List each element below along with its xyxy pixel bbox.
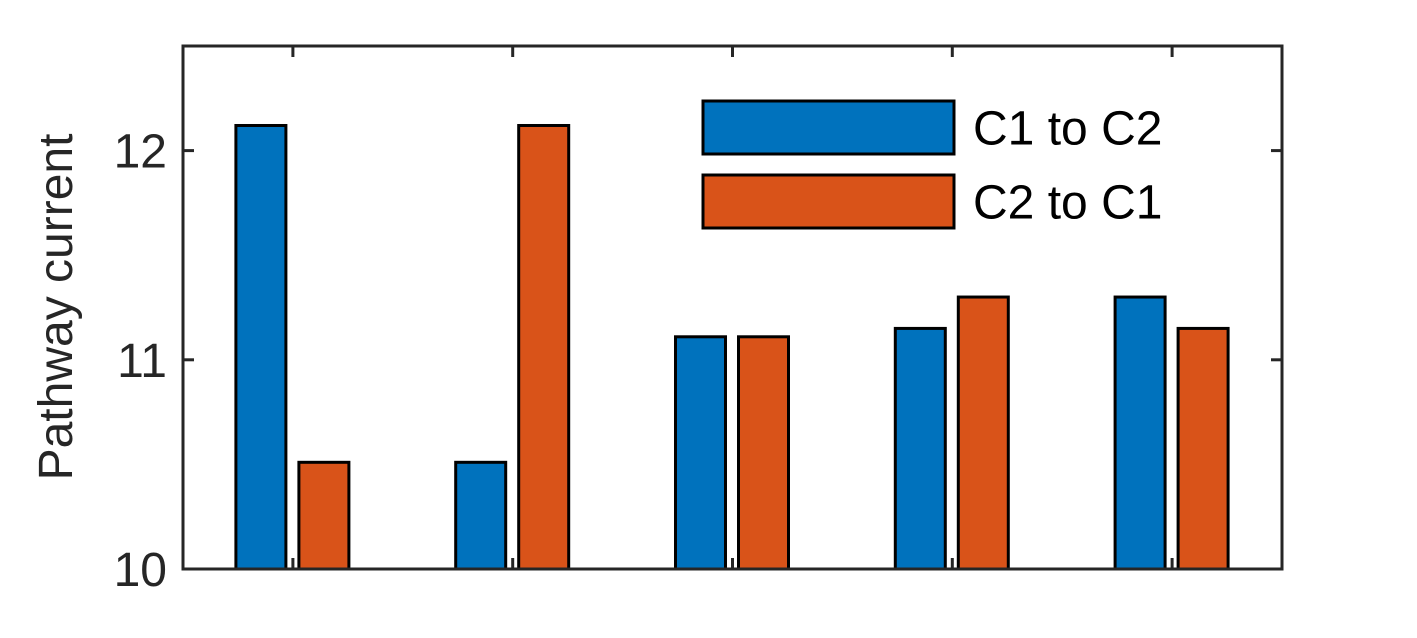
bar-series2-group1 <box>297 460 351 571</box>
legend-label-series2: C2 to C1 <box>973 177 1162 230</box>
bars-layer <box>234 123 1230 571</box>
y-tick-label: 11 <box>117 335 167 388</box>
y-tick-label: 10 <box>114 544 167 597</box>
legend-swatch-series2 <box>701 173 956 230</box>
bar-series1-group1 <box>234 123 288 571</box>
axes-layer: 10 11 12 <box>114 44 1284 597</box>
legend: C1 to C2 C2 to C1 <box>701 99 1162 230</box>
bar-series2-group5 <box>1176 326 1230 571</box>
bar-series2-group4 <box>956 295 1010 571</box>
legend-swatch-series1 <box>701 99 956 156</box>
y-tick-label: 12 <box>114 126 167 179</box>
bar-series1-group3 <box>674 335 727 571</box>
bar-series2-group2 <box>517 123 571 571</box>
legend-label-series1: C1 to C2 <box>973 103 1162 156</box>
bar-series1-group2 <box>454 460 508 571</box>
bar-series1-group4 <box>893 326 947 571</box>
y-axis-label: Pathway current <box>30 134 83 481</box>
bar-series1-group5 <box>1113 295 1167 571</box>
bar-series2-group3 <box>737 335 790 571</box>
